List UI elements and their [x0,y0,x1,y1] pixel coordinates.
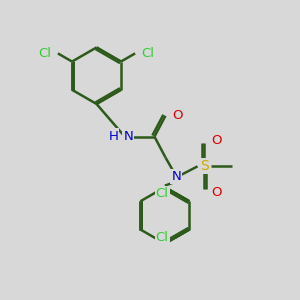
Text: Cl: Cl [156,187,169,200]
Text: O: O [212,134,222,147]
Text: N: N [171,170,181,183]
Text: N: N [123,130,133,143]
Text: O: O [172,109,182,122]
Text: S: S [200,159,208,173]
Text: H: H [108,130,118,142]
Text: O: O [212,186,222,199]
Text: Cl: Cl [156,231,169,244]
Text: Cl: Cl [38,47,51,60]
Text: Cl: Cl [142,47,154,60]
